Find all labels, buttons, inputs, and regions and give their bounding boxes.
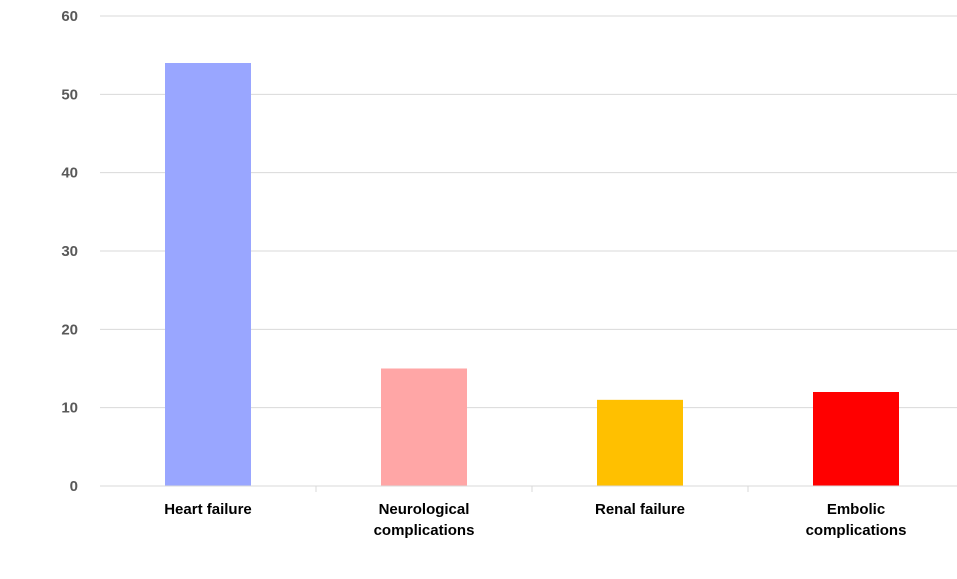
y-tick-label: 40 bbox=[61, 165, 78, 182]
y-tick-label: 30 bbox=[61, 243, 78, 260]
category-labels: Heart failure Neurological complications Re… bbox=[164, 501, 906, 539]
y-axis: 0 10 20 30 40 50 60 bbox=[61, 8, 78, 495]
y-tick-label: 50 bbox=[61, 86, 78, 103]
bars bbox=[165, 63, 899, 486]
y-tick-label: 0 bbox=[70, 478, 78, 495]
bar bbox=[381, 368, 467, 486]
y-tick-label: 20 bbox=[61, 321, 78, 338]
x-tick-label: Heart failure bbox=[164, 501, 252, 518]
x-tick-label: Neurological complications bbox=[374, 501, 475, 539]
bar bbox=[813, 392, 899, 486]
x-tick-label: Renal failure bbox=[595, 501, 685, 518]
y-tick-label: 60 bbox=[61, 8, 78, 25]
x-axis bbox=[100, 485, 957, 492]
x-tick-label: Embolic complications bbox=[806, 501, 907, 539]
bar bbox=[597, 399, 683, 486]
y-tick-label: 10 bbox=[61, 400, 78, 417]
bar bbox=[165, 63, 251, 486]
